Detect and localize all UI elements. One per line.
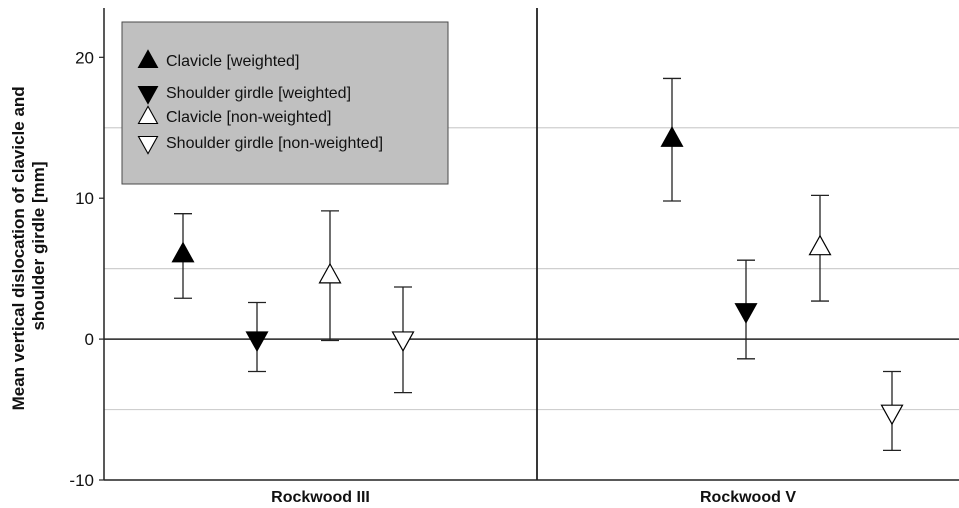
- y-tick-label: 0: [85, 330, 94, 349]
- data-point-marker: [318, 262, 342, 284]
- category-label: Rockwood V: [700, 489, 796, 506]
- legend-marker: [137, 105, 159, 125]
- data-point-marker: [660, 126, 684, 147]
- legend-entry: Clavicle [non-weighted]: [166, 109, 331, 126]
- y-axis-label: Mean vertical dislocation of clavicle an…: [9, 82, 48, 411]
- y-tick-label: 20: [75, 48, 94, 67]
- data-point-marker: [171, 241, 195, 263]
- legend-marker: [137, 135, 159, 155]
- axes: [103, 8, 959, 481]
- legend-box: [121, 21, 449, 185]
- y-axis-label-line-2: shoulder girdle [mm]: [29, 161, 48, 330]
- legend: Clavicle [weighted] Shoulder girdle [weig…: [121, 21, 449, 185]
- legend-entry: Shoulder girdle [non-weighted]: [166, 135, 383, 152]
- y-tick-labels: 20 10 0 -10: [69, 48, 104, 490]
- legend-marker: [137, 85, 159, 105]
- data-point-marker: [245, 331, 269, 353]
- category-label: Rockwood III: [271, 489, 370, 506]
- y-tick-label: -10: [69, 471, 94, 490]
- data-point-marker: [880, 404, 904, 426]
- y-tick-label: 10: [75, 189, 94, 208]
- data-point-marker: [808, 234, 832, 256]
- data-point-marker: [391, 331, 415, 353]
- category-labels: Rockwood III Rockwood V: [271, 489, 796, 506]
- y-axis-label-line-1: Mean vertical dislocation of clavicle an…: [9, 86, 28, 410]
- data-markers: [171, 126, 904, 426]
- legend-entry: Shoulder girdle [weighted]: [166, 85, 351, 102]
- legend-marker: [137, 49, 159, 69]
- data-point-marker: [734, 303, 758, 324]
- legend-entry: Clavicle [weighted]: [166, 53, 299, 70]
